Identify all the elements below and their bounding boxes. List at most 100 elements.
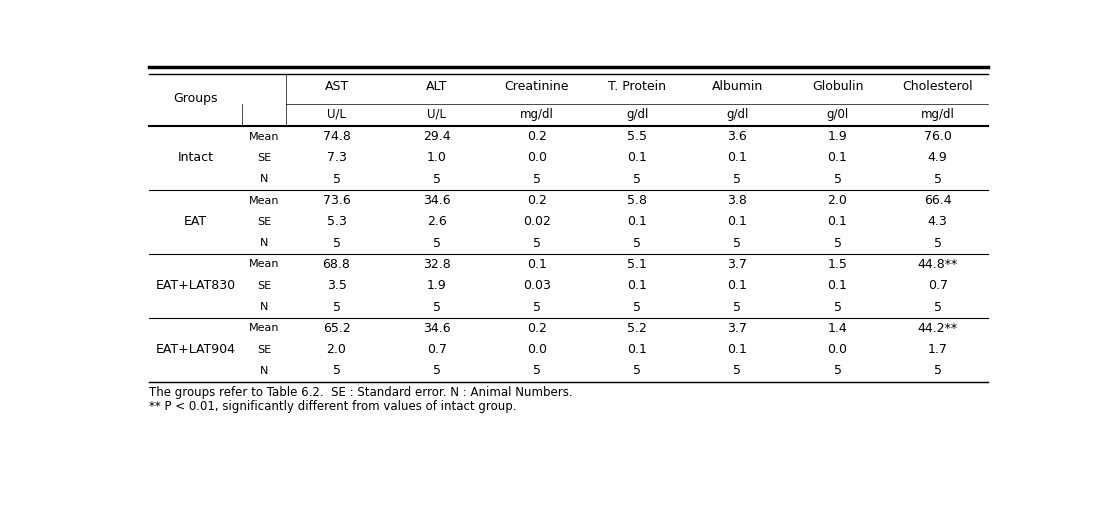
- Text: g/dl: g/dl: [625, 108, 649, 121]
- Text: 3.7: 3.7: [728, 322, 747, 335]
- Text: 3.7: 3.7: [728, 258, 747, 271]
- Text: 2.0: 2.0: [827, 194, 847, 207]
- Text: 5: 5: [733, 364, 741, 377]
- Text: 5: 5: [533, 173, 541, 186]
- Text: Mean: Mean: [248, 260, 279, 269]
- Text: 44.2**: 44.2**: [917, 322, 958, 335]
- Text: 34.6: 34.6: [423, 194, 450, 207]
- Text: 76.0: 76.0: [924, 130, 952, 143]
- Text: 5: 5: [733, 237, 741, 250]
- Text: ALT: ALT: [426, 80, 448, 93]
- Text: mg/dl: mg/dl: [920, 108, 955, 121]
- Text: 5: 5: [333, 237, 340, 250]
- Text: 5: 5: [533, 364, 541, 377]
- Text: EAT+LAT904: EAT+LAT904: [155, 343, 235, 356]
- Text: Creatinine: Creatinine: [505, 80, 569, 93]
- Text: 5: 5: [934, 300, 942, 313]
- Text: N: N: [260, 238, 268, 248]
- Text: Intact: Intact: [177, 151, 213, 164]
- Text: N: N: [260, 174, 268, 184]
- Text: 74.8: 74.8: [323, 130, 350, 143]
- Text: T. Protein: T. Protein: [608, 80, 667, 93]
- Text: 1.0: 1.0: [427, 151, 447, 164]
- Text: 2.0: 2.0: [327, 343, 346, 356]
- Text: 5: 5: [733, 300, 741, 313]
- Text: 34.6: 34.6: [423, 322, 450, 335]
- Text: 5.2: 5.2: [628, 322, 647, 335]
- Text: 4.3: 4.3: [928, 215, 947, 229]
- Text: The groups refer to Table 6.2.  SE : Standard error. N : Animal Numbers.: The groups refer to Table 6.2. SE : Stan…: [149, 386, 572, 399]
- Text: 5: 5: [834, 300, 842, 313]
- Text: 5: 5: [834, 237, 842, 250]
- Text: 1.4: 1.4: [827, 322, 847, 335]
- Text: EAT+LAT830: EAT+LAT830: [155, 279, 235, 292]
- Text: 0.1: 0.1: [728, 279, 747, 292]
- Text: 0.2: 0.2: [527, 130, 547, 143]
- Text: 5: 5: [834, 173, 842, 186]
- Text: EAT: EAT: [184, 215, 207, 229]
- Text: Globulin: Globulin: [812, 80, 863, 93]
- Text: 0.1: 0.1: [827, 215, 847, 229]
- Text: 3.5: 3.5: [327, 279, 346, 292]
- Text: 0.1: 0.1: [827, 151, 847, 164]
- Text: 0.1: 0.1: [728, 343, 747, 356]
- Text: 5: 5: [934, 237, 942, 250]
- Text: 0.7: 0.7: [427, 343, 447, 356]
- Text: 5: 5: [333, 300, 340, 313]
- Text: 5: 5: [333, 173, 340, 186]
- Text: 5: 5: [633, 237, 641, 250]
- Text: 0.1: 0.1: [628, 279, 647, 292]
- Text: 32.8: 32.8: [423, 258, 450, 271]
- Text: 0.2: 0.2: [527, 322, 547, 335]
- Text: 5: 5: [834, 364, 842, 377]
- Text: 1.9: 1.9: [827, 130, 847, 143]
- Text: Cholesterol: Cholesterol: [903, 80, 973, 93]
- Text: 0.7: 0.7: [928, 279, 948, 292]
- Text: 0.1: 0.1: [827, 279, 847, 292]
- Text: 0.0: 0.0: [527, 151, 547, 164]
- Text: 7.3: 7.3: [327, 151, 346, 164]
- Text: 66.4: 66.4: [924, 194, 952, 207]
- Text: 5.1: 5.1: [628, 258, 647, 271]
- Text: 4.9: 4.9: [928, 151, 947, 164]
- Text: 5.5: 5.5: [627, 130, 648, 143]
- Text: 65.2: 65.2: [323, 322, 350, 335]
- Text: SE: SE: [257, 153, 272, 163]
- Text: 0.1: 0.1: [628, 343, 647, 356]
- Text: 5: 5: [633, 173, 641, 186]
- Text: mg/dl: mg/dl: [520, 108, 553, 121]
- Text: 5: 5: [533, 237, 541, 250]
- Text: 1.9: 1.9: [427, 279, 447, 292]
- Text: SE: SE: [257, 345, 272, 355]
- Text: SE: SE: [257, 281, 272, 291]
- Text: 73.6: 73.6: [323, 194, 350, 207]
- Text: 0.2: 0.2: [527, 194, 547, 207]
- Text: 5: 5: [633, 364, 641, 377]
- Text: 3.6: 3.6: [728, 130, 747, 143]
- Text: 5: 5: [433, 300, 440, 313]
- Text: g/dl: g/dl: [726, 108, 749, 121]
- Text: N: N: [260, 366, 268, 376]
- Text: g/0l: g/0l: [826, 108, 848, 121]
- Text: 5: 5: [433, 237, 440, 250]
- Text: Mean: Mean: [248, 323, 279, 333]
- Text: 1.7: 1.7: [928, 343, 947, 356]
- Text: N: N: [260, 302, 268, 312]
- Text: 0.0: 0.0: [827, 343, 847, 356]
- Text: Albumin: Albumin: [712, 80, 763, 93]
- Text: 0.02: 0.02: [523, 215, 551, 229]
- Text: 5: 5: [934, 173, 942, 186]
- Text: 5: 5: [533, 300, 541, 313]
- Text: 0.0: 0.0: [527, 343, 547, 356]
- Text: Groups: Groups: [173, 92, 217, 105]
- Text: 0.1: 0.1: [728, 215, 747, 229]
- Text: 0.03: 0.03: [523, 279, 551, 292]
- Text: 5.3: 5.3: [327, 215, 346, 229]
- Text: U/L: U/L: [327, 108, 346, 121]
- Text: 5: 5: [934, 364, 942, 377]
- Text: 3.8: 3.8: [728, 194, 747, 207]
- Text: 29.4: 29.4: [423, 130, 450, 143]
- Text: 0.1: 0.1: [728, 151, 747, 164]
- Text: 0.1: 0.1: [527, 258, 547, 271]
- Text: ** P < 0.01, significantly different from values of intact group.: ** P < 0.01, significantly different fro…: [149, 400, 517, 413]
